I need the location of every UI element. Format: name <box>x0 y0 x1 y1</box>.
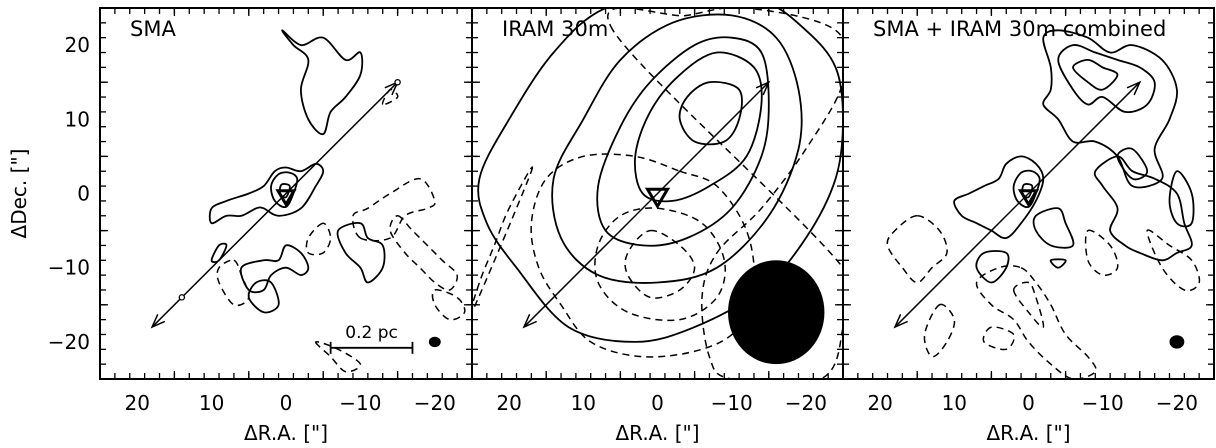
panel-title: SMA + IRAM 30m combined <box>873 17 1166 41</box>
negative-contour <box>1084 229 1119 277</box>
negative-contour <box>594 207 726 322</box>
negative-contour <box>315 340 362 373</box>
x-tick-label: −10 <box>711 391 753 415</box>
x-tick-label: 0 <box>280 391 293 415</box>
positive-contour <box>1032 207 1075 249</box>
source-triangle-marker <box>1017 189 1040 208</box>
y-tick-label: 0 <box>77 182 90 206</box>
y-axis-label: ΔDec. ["] <box>7 149 31 239</box>
x-tick-label: 10 <box>571 391 596 415</box>
axis-marker <box>178 294 186 301</box>
negative-contour <box>431 289 466 321</box>
outflow-axis-line <box>523 81 770 328</box>
negative-contour <box>886 215 948 284</box>
positive-contour <box>1057 44 1156 114</box>
positive-contour <box>678 81 743 146</box>
y-tick-label: −20 <box>48 330 90 354</box>
positive-contour <box>596 36 770 247</box>
negative-contour <box>1146 229 1201 292</box>
arrowhead <box>522 314 537 329</box>
outflow-axis-line <box>151 81 399 328</box>
beam-ellipse <box>727 260 825 365</box>
x-tick-label: 20 <box>867 391 892 415</box>
positive-contour <box>1072 58 1119 91</box>
panel-1: 0.2 pc 20 10 0 −10 −20 ΔR.A. ["] 20 10 0 −10 −20 ΔDe… <box>7 7 473 445</box>
positive-contour <box>247 279 280 314</box>
x-tick-label: −20 <box>1156 391 1198 415</box>
negative-contour <box>530 153 756 358</box>
panel-3: 20 10 0 −10 −20 ΔR.A. ["] SMA + IRAM 30m combi… <box>842 7 1215 445</box>
arrowhead <box>893 314 908 329</box>
x-tick-label: 10 <box>942 391 967 415</box>
x-tick-label: 0 <box>1022 391 1035 415</box>
panel-title: IRAM 30m <box>502 17 608 41</box>
panel-title: SMA <box>130 17 176 41</box>
positive-contour <box>634 51 763 203</box>
source-triangle-marker <box>644 187 671 210</box>
negative-contour <box>923 303 956 358</box>
beam-ellipse <box>1169 335 1185 349</box>
negative-contour <box>1012 281 1045 329</box>
positive-contour <box>477 8 843 343</box>
arrowhead <box>755 80 771 96</box>
panel-plot-area <box>150 29 466 373</box>
negative-contour <box>472 166 534 314</box>
positive-contour <box>281 29 364 136</box>
x-axis-label: ΔR.A. ["] <box>615 421 699 445</box>
x-tick-label: 20 <box>124 391 149 415</box>
x-axis-label: ΔR.A. ["] <box>986 421 1070 445</box>
panel-2: 20 10 0 −10 −20 ΔR.A. ["] IRAM 30m <box>471 7 844 445</box>
negative-contour <box>624 229 696 299</box>
panel-plot-area <box>886 29 1201 379</box>
positive-contour <box>551 13 803 284</box>
x-axis-label: ΔR.A. ["] <box>244 421 328 445</box>
outflow-axis-line <box>894 81 1141 328</box>
y-tick-label: 10 <box>65 107 90 131</box>
x-tick-label: −10 <box>1082 391 1124 415</box>
x-tick-label: 20 <box>496 391 521 415</box>
positive-contour <box>1093 155 1193 262</box>
positive-contour <box>239 244 310 294</box>
panel-plot-area <box>472 8 843 379</box>
x-tick-label: −20 <box>785 391 827 415</box>
y-tick-label: −10 <box>48 256 90 280</box>
x-tick-label: −20 <box>414 391 456 415</box>
panel-frame <box>842 7 1215 380</box>
positive-contour <box>953 155 1045 240</box>
axis-marker <box>394 78 401 86</box>
x-tick-label: 10 <box>199 391 224 415</box>
y-tick-label: 20 <box>65 33 90 57</box>
positive-contour <box>1168 170 1195 228</box>
positive-contour <box>336 222 386 284</box>
negative-contour <box>975 265 1097 379</box>
source-triangle-marker <box>275 189 297 208</box>
positive-contour <box>1116 147 1149 181</box>
negative-contour <box>982 326 1016 351</box>
arrowhead <box>1126 80 1142 96</box>
positive-contour <box>1042 29 1178 189</box>
negative-contour <box>389 215 459 291</box>
positive-contour <box>975 250 1010 284</box>
negative-contour <box>381 88 399 106</box>
x-tick-label: −10 <box>339 391 381 415</box>
positive-contour <box>208 162 325 225</box>
x-tick-label: 0 <box>651 391 664 415</box>
negative-contour <box>305 222 332 256</box>
positive-contour <box>1049 258 1067 269</box>
scalebar-label: 0.2 pc <box>345 323 398 343</box>
positive-contour <box>210 242 228 264</box>
beam-ellipse <box>428 336 441 348</box>
arrowhead <box>150 314 166 329</box>
